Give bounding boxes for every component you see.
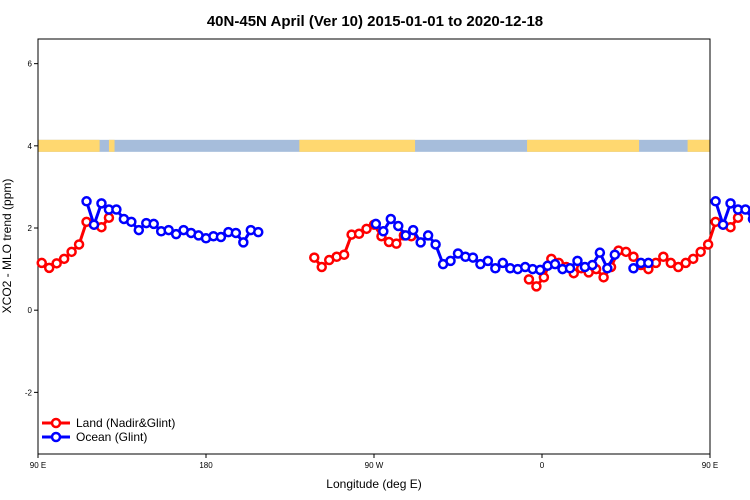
data-point	[73, 239, 85, 250]
x-tick-label: 90 W	[365, 461, 384, 470]
data-point	[523, 274, 535, 285]
data-point	[687, 253, 699, 265]
legend-label: Land (Nadir&Glint)	[76, 416, 175, 430]
data-point	[628, 251, 639, 263]
data-point	[111, 204, 122, 215]
data-point	[534, 264, 546, 276]
data-point	[215, 231, 227, 243]
data-point	[602, 263, 613, 274]
data-point	[422, 230, 434, 241]
data-point	[445, 255, 456, 267]
data-point	[58, 253, 70, 265]
legend-marker	[50, 431, 62, 443]
data-point	[717, 219, 729, 230]
x-tick-label: 180	[199, 461, 213, 470]
data-point	[400, 230, 411, 241]
data-point	[549, 258, 561, 270]
data-point	[378, 226, 389, 237]
data-point	[316, 261, 327, 273]
data-point	[609, 249, 621, 260]
data-point	[36, 257, 47, 269]
data-point	[680, 257, 691, 269]
series-layer	[36, 196, 750, 292]
data-point	[531, 281, 542, 292]
x-tick-label: 90 E	[702, 461, 718, 470]
data-point	[415, 237, 426, 248]
data-point	[620, 246, 632, 258]
y-axis-label: XCO2 - MLO trend (ppm)	[0, 179, 14, 314]
data-point	[732, 212, 744, 223]
data-point	[51, 258, 62, 269]
data-point	[103, 212, 115, 223]
data-point	[148, 218, 159, 230]
y-axis: -2 0 2 4 6	[25, 60, 38, 397]
land-ocean-strip	[38, 139, 710, 152]
legend-label: Ocean (Glint)	[76, 430, 147, 444]
land-band	[527, 139, 640, 152]
data-point	[665, 257, 677, 269]
series-1	[81, 196, 750, 276]
x-axis-label: Longitude (deg E)	[326, 477, 421, 491]
data-point	[126, 216, 137, 228]
data-point	[497, 257, 509, 269]
data-point	[725, 198, 736, 209]
legend-marker	[50, 417, 62, 429]
data-point	[598, 272, 609, 283]
data-point	[88, 219, 100, 230]
data-point	[385, 213, 397, 225]
data-point	[594, 247, 606, 258]
data-point	[133, 224, 145, 236]
plot-frame	[37, 38, 711, 455]
data-point	[628, 263, 639, 274]
land-band	[38, 139, 100, 152]
data-point	[658, 251, 669, 263]
data-point	[43, 262, 55, 274]
land-band	[687, 139, 710, 152]
data-point	[695, 246, 706, 258]
data-point	[482, 255, 494, 267]
data-point	[564, 263, 576, 274]
data-point	[338, 249, 350, 260]
data-point	[238, 237, 249, 248]
y-tick-label: 4	[28, 142, 33, 151]
data-point	[163, 224, 174, 236]
data-point	[673, 261, 684, 273]
x-tick-label: 90 E	[30, 461, 46, 470]
data-point	[353, 228, 365, 240]
data-point	[253, 226, 264, 238]
data-point	[96, 198, 107, 209]
data-point	[81, 196, 92, 207]
land-band	[108, 139, 115, 152]
y-tick-label: 2	[28, 224, 33, 233]
data-point	[66, 246, 77, 258]
data-point	[370, 218, 382, 230]
x-tick-label: 0	[540, 461, 545, 470]
data-point	[587, 259, 598, 271]
y-tick-label: -2	[25, 388, 33, 397]
data-point	[740, 204, 750, 215]
y-tick-label: 0	[28, 306, 33, 315]
data-point	[361, 223, 372, 235]
chart-title: 40N-45N April (Ver 10) 2015-01-01 to 202…	[207, 13, 543, 30]
data-point	[391, 238, 402, 249]
data-point	[643, 257, 654, 269]
data-point	[170, 228, 182, 240]
legend: Land (Nadir&Glint)Ocean (Glint)	[42, 416, 175, 444]
data-point	[430, 239, 441, 250]
data-point	[393, 220, 404, 232]
data-point	[572, 255, 583, 267]
data-point	[230, 227, 242, 239]
data-point	[490, 263, 501, 274]
land-band	[299, 139, 416, 152]
data-point	[407, 224, 419, 236]
data-point	[710, 196, 721, 207]
y-tick-label: 6	[28, 60, 33, 69]
data-point	[467, 252, 479, 263]
data-point	[702, 239, 714, 250]
data-point	[309, 252, 320, 263]
x-axis: 90 E 180 90 W 0 90 E	[30, 454, 718, 470]
